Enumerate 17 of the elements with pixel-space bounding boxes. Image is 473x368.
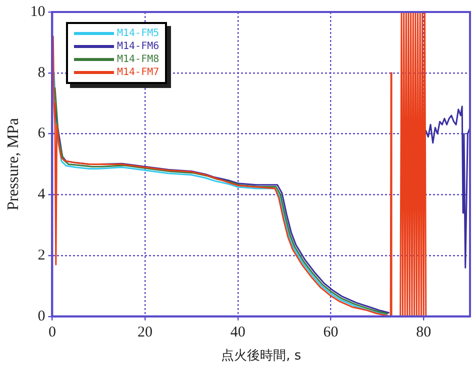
y-tick-label: 4 [38,186,46,203]
x-tick-label: 20 [138,324,153,340]
y-tick-label: 8 [38,64,46,81]
legend-label: M14-FM5 [117,27,160,40]
y-tick-label: 10 [30,4,46,20]
y-axis-title: Pressure, MPa [4,118,22,210]
legend-label: M14-FM6 [117,40,160,53]
legend-label: M14-FM7 [117,66,160,79]
y-tick-label: 2 [38,247,46,264]
x-tick-label: 40 [230,324,246,340]
x-axis-title: 点火後時間, s [221,348,302,364]
x-tick-label: 80 [416,324,432,340]
x-tick-label: 60 [323,324,338,340]
y-tick-label: 6 [38,126,46,142]
y-tick-label: 0 [38,308,46,324]
x-tick-label: 0 [48,324,56,340]
legend-label: M14-FM8 [117,53,160,66]
